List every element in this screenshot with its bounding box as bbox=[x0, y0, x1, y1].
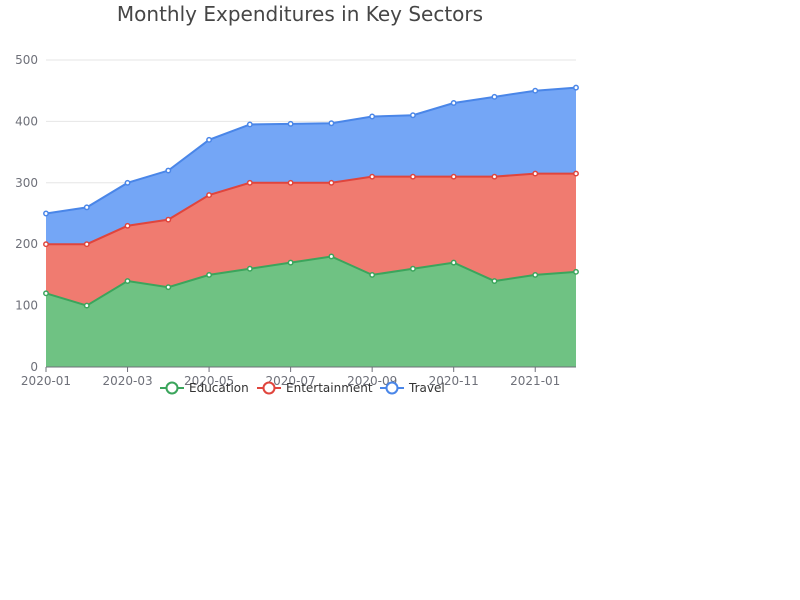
x-tick-label: 2021-01 bbox=[510, 374, 560, 388]
y-tick-label: 300 bbox=[15, 176, 38, 190]
x-tick-label: 2020-09 bbox=[347, 374, 397, 388]
travel-point bbox=[43, 210, 49, 217]
entertainment-point bbox=[246, 179, 253, 186]
entertainment-point bbox=[124, 222, 131, 229]
y-tick-label: 200 bbox=[15, 237, 38, 251]
entertainment-point bbox=[450, 173, 457, 180]
education-point bbox=[532, 271, 539, 278]
education-point bbox=[328, 253, 335, 260]
legend-label-education: Education bbox=[189, 381, 249, 395]
travel-point bbox=[246, 121, 253, 128]
education-point bbox=[124, 278, 131, 284]
education-point bbox=[165, 284, 172, 291]
chart-title: Monthly Expenditures in Key Sectors bbox=[116, 2, 484, 26]
travel-line bbox=[45, 86, 577, 215]
travel-point bbox=[573, 84, 579, 91]
y-tick-label: 400 bbox=[15, 114, 38, 128]
entertainment-point bbox=[165, 216, 172, 223]
travel-point bbox=[450, 100, 457, 106]
travel-point bbox=[165, 167, 172, 174]
entertainment-point bbox=[532, 170, 539, 177]
education-point bbox=[287, 259, 294, 266]
travel-point bbox=[532, 87, 539, 94]
entertainment-area bbox=[46, 173, 576, 306]
legend-label-entertainment: Entertainment bbox=[286, 381, 373, 395]
education-point bbox=[450, 259, 457, 266]
travel-point bbox=[409, 112, 416, 119]
entertainment-point bbox=[573, 170, 579, 177]
education-point bbox=[83, 302, 90, 309]
travel-point bbox=[491, 93, 498, 100]
y-tick-label: 100 bbox=[15, 299, 38, 313]
legend-label-travel: Travel bbox=[408, 381, 445, 395]
entertainment-point bbox=[369, 173, 376, 180]
travel-point bbox=[328, 120, 335, 127]
travel-point bbox=[369, 113, 376, 120]
legend-marker-education bbox=[165, 381, 179, 395]
education-point bbox=[246, 265, 253, 272]
entertainment-point bbox=[328, 179, 335, 186]
education-point bbox=[43, 290, 49, 297]
x-tick-label: 2020-05 bbox=[184, 374, 234, 388]
education-point bbox=[409, 265, 416, 272]
y-tick-label: 500 bbox=[15, 53, 38, 67]
education-point bbox=[206, 271, 213, 278]
entertainment-point bbox=[83, 241, 90, 248]
travel-point bbox=[124, 179, 131, 186]
travel-point bbox=[83, 204, 90, 211]
entertainment-point bbox=[491, 173, 498, 180]
legend-marker-travel bbox=[385, 381, 399, 395]
education-line bbox=[45, 255, 577, 307]
x-tick-label: 2020-03 bbox=[102, 374, 152, 388]
education-point bbox=[369, 271, 376, 278]
x-tick-label: 2020-11 bbox=[429, 374, 479, 388]
entertainment-point bbox=[287, 179, 294, 186]
education-point bbox=[573, 268, 579, 275]
travel-point bbox=[206, 136, 213, 143]
entertainment-point bbox=[409, 173, 416, 180]
x-tick-label: 2020-07 bbox=[266, 374, 316, 388]
entertainment-point bbox=[43, 241, 49, 248]
x-tick-label: 2020-01 bbox=[21, 374, 71, 388]
education-point bbox=[491, 278, 498, 284]
legend-marker-entertainment bbox=[262, 381, 276, 395]
travel-point bbox=[287, 120, 294, 127]
entertainment-point bbox=[206, 192, 213, 199]
entertainment-line bbox=[46, 172, 576, 246]
travel-area bbox=[46, 87, 576, 245]
y-tick-label: 0 bbox=[30, 360, 38, 374]
